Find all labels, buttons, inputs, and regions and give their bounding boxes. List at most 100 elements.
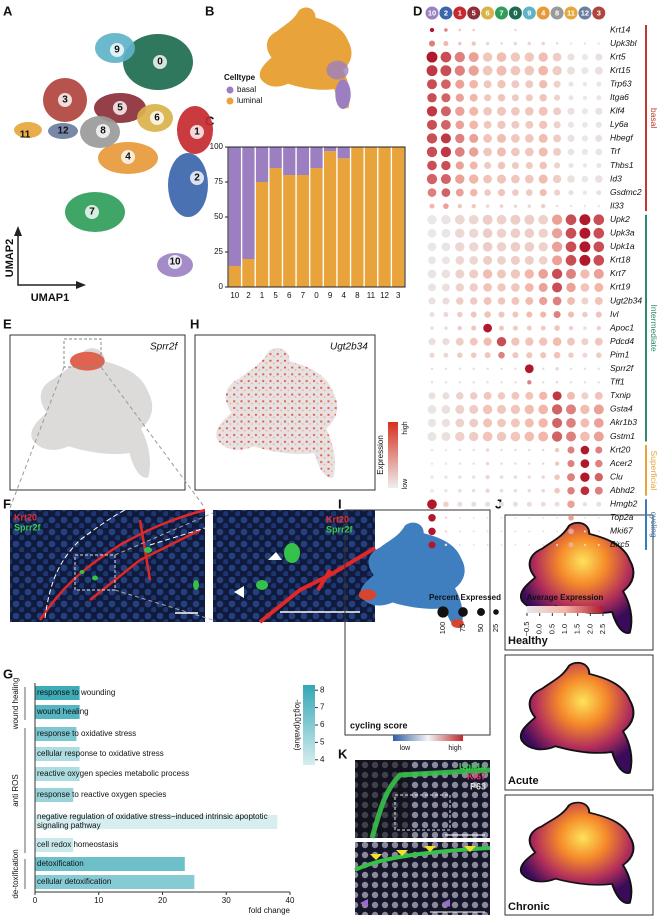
y-tick-label: 50 [214, 212, 223, 221]
gene-label: Acer2 [609, 458, 632, 468]
cluster-header: 7 [499, 8, 503, 17]
dot [579, 214, 591, 226]
dot [581, 67, 589, 75]
dot [455, 404, 465, 414]
gene-label: Ugt2b34 [610, 295, 642, 305]
dot [541, 381, 545, 384]
bar [35, 875, 195, 889]
term-label: cellular response to oxidative stress [37, 749, 164, 758]
dot [567, 121, 575, 128]
dot [554, 474, 560, 480]
dot [498, 501, 505, 507]
dot [457, 311, 463, 318]
panel-letter: K [338, 746, 348, 761]
dot [500, 448, 503, 452]
dot [527, 204, 532, 208]
dot [569, 204, 573, 208]
dot [593, 268, 604, 279]
dot [538, 214, 549, 225]
term-label-box: detoxification [37, 859, 84, 868]
dot [538, 269, 549, 279]
dot [565, 241, 577, 253]
dot [455, 161, 464, 170]
dot [469, 283, 478, 292]
umap-axes [17, 232, 80, 286]
dot [583, 42, 587, 45]
dot [458, 28, 462, 32]
dot [430, 475, 434, 479]
dot [497, 392, 506, 400]
dot [500, 381, 503, 384]
bar-segment [364, 147, 378, 287]
dot [471, 203, 476, 209]
dot [552, 391, 562, 401]
dot [497, 297, 506, 305]
dot [524, 404, 534, 415]
panel-frame [504, 794, 654, 916]
dot [444, 462, 448, 465]
x-tick-label: 20 [158, 896, 167, 905]
dot [441, 120, 451, 130]
gene-label: Pdcd4 [610, 336, 634, 346]
dot [552, 296, 562, 306]
panel-letter: B [205, 3, 214, 18]
dot [512, 189, 519, 196]
dot [443, 501, 449, 508]
dot [472, 543, 475, 546]
dot [553, 147, 562, 156]
dot [497, 80, 506, 89]
dot [514, 381, 517, 384]
dot [427, 242, 437, 252]
dot [483, 255, 493, 265]
dot [553, 351, 561, 359]
dot [525, 120, 534, 129]
dot [514, 28, 517, 32]
dot [595, 121, 602, 128]
term-label-box: cellular detoxification [37, 877, 111, 886]
colorbar [303, 685, 315, 765]
dot [444, 367, 448, 371]
dot [441, 242, 451, 252]
y-axis-label: UMAP2 [4, 239, 16, 278]
dot [441, 431, 451, 442]
dot [580, 269, 590, 279]
panel-letter: H [190, 316, 199, 331]
cluster-label: 3 [62, 95, 68, 106]
dot [524, 65, 535, 76]
dot [597, 367, 601, 371]
dot [444, 516, 448, 520]
bar-segment [351, 147, 364, 287]
dot [457, 325, 462, 331]
dot [485, 474, 490, 480]
dot [580, 445, 590, 455]
dot [457, 501, 463, 507]
dot [469, 297, 478, 305]
dot [514, 516, 517, 519]
dot [528, 448, 531, 452]
term-label-box: reactive oxygen species metabolic proces… [37, 769, 189, 778]
y-tick-label: 100 [210, 142, 224, 151]
dot [582, 82, 588, 87]
dot [525, 80, 534, 89]
gene-label: Akr1b3 [609, 417, 637, 427]
cluster-badge [58, 93, 72, 107]
gene-label: Upk2 [610, 214, 630, 224]
term-label: cell redox homeostasis [37, 840, 119, 849]
dot [426, 173, 438, 185]
cluster-label: 9 [114, 45, 120, 56]
bar-segment [242, 147, 255, 259]
dot [469, 174, 479, 184]
size-legend-label: 75 [458, 624, 467, 632]
dot [511, 283, 520, 292]
dot [483, 418, 493, 428]
cluster-header: 3 [597, 8, 601, 17]
dot [455, 242, 465, 252]
bar-segment [296, 147, 310, 175]
dot [427, 405, 437, 414]
term-label-box: response to oxidative stress [37, 729, 136, 738]
dot [567, 175, 575, 183]
dot [469, 392, 478, 400]
dot [539, 337, 548, 346]
dot [554, 189, 561, 196]
dot [528, 462, 531, 465]
